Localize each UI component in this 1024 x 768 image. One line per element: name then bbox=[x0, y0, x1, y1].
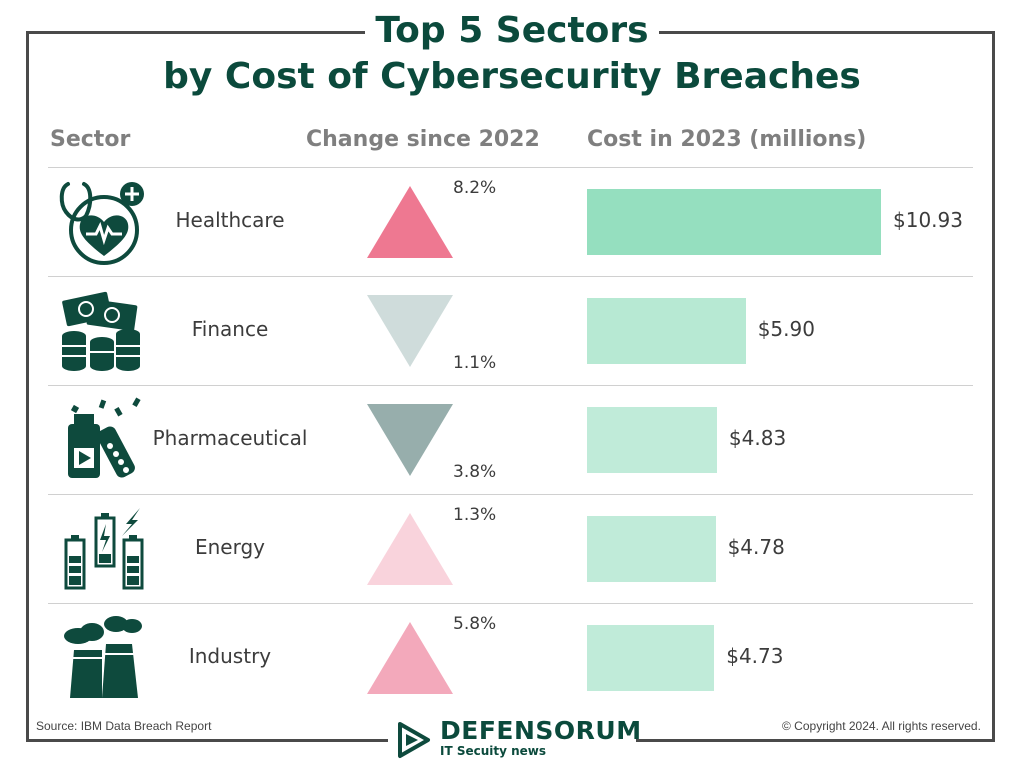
change-up-triangle bbox=[367, 621, 453, 694]
logo-tagline: IT Secuity news bbox=[440, 744, 547, 758]
change-up-triangle bbox=[367, 512, 453, 585]
sector-label: Pharmaceutical bbox=[152, 425, 308, 450]
title-line-1: Top 5 Sectors bbox=[365, 8, 659, 54]
title-line-2: by Cost of Cybersecurity Breaches bbox=[153, 54, 871, 100]
row-divider bbox=[48, 276, 973, 277]
factory-smoke-icon bbox=[64, 616, 142, 698]
cost-value: $4.83 bbox=[728, 425, 787, 450]
header-change: Change since 2022 bbox=[306, 127, 540, 152]
defensorum-logo-icon bbox=[398, 722, 430, 758]
cost-bar bbox=[587, 297, 746, 364]
logo-name: DEFENSORUM bbox=[440, 716, 642, 745]
sector-label: Energy bbox=[194, 534, 266, 559]
heart-stethoscope-icon bbox=[59, 182, 144, 265]
sector-label: Finance bbox=[191, 316, 269, 341]
change-value: 1.3% bbox=[453, 504, 497, 525]
cost-value: $5.90 bbox=[757, 316, 815, 341]
change-triangle-shape bbox=[367, 185, 453, 258]
copyright-note: © Copyright 2024. All rights reserved. bbox=[782, 719, 981, 733]
cost-value: $4.73 bbox=[726, 643, 784, 668]
row-divider bbox=[48, 603, 973, 604]
change-triangle-shape bbox=[367, 512, 453, 585]
change-value: 1.1% bbox=[453, 352, 497, 373]
change-triangle-shape bbox=[367, 403, 453, 476]
cost-value: $10.93 bbox=[893, 207, 963, 232]
change-value: 8.2% bbox=[453, 177, 497, 198]
cost-bar bbox=[587, 406, 717, 473]
change-triangle-shape bbox=[367, 621, 453, 694]
change-up-triangle bbox=[367, 185, 453, 258]
cost-bar bbox=[587, 624, 715, 691]
sector-label: Healthcare bbox=[175, 207, 285, 232]
change-value: 5.8% bbox=[453, 613, 497, 634]
row-divider bbox=[48, 167, 973, 168]
medicine-bottle-pills-icon bbox=[68, 397, 141, 478]
battery-lightning-icon bbox=[64, 508, 144, 590]
row-divider bbox=[48, 385, 973, 386]
row-divider bbox=[48, 494, 973, 495]
money-coins-icon bbox=[62, 291, 140, 371]
header-sector: Sector bbox=[50, 127, 131, 152]
cost-bar bbox=[587, 515, 716, 582]
cost-bar bbox=[587, 188, 881, 255]
change-down-triangle bbox=[367, 294, 453, 367]
source-note: Source: IBM Data Breach Report bbox=[36, 719, 212, 733]
change-value: 3.8% bbox=[453, 461, 497, 482]
sector-label: Industry bbox=[188, 643, 272, 668]
header-cost: Cost in 2023 (millions) bbox=[587, 127, 867, 152]
chart-title: Top 5 Sectors by Cost of Cybersecurity B… bbox=[0, 8, 1024, 100]
cost-value: $4.78 bbox=[727, 534, 785, 559]
change-triangle-shape bbox=[367, 294, 453, 367]
change-down-triangle bbox=[367, 403, 453, 476]
